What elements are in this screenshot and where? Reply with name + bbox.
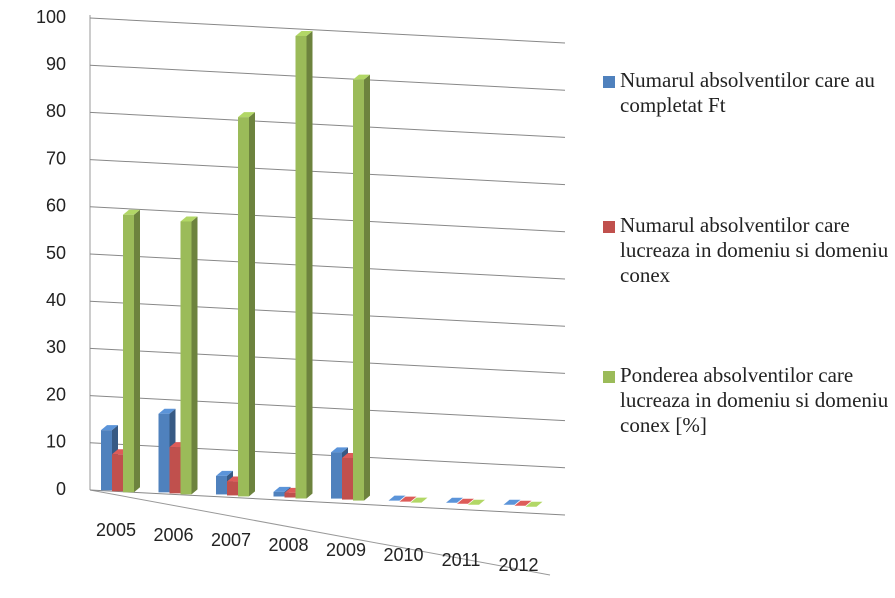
- floor-front: [89, 489, 551, 576]
- bar: [342, 457, 353, 500]
- bar-side: [134, 209, 140, 493]
- x-tick-label: 2006: [153, 525, 193, 545]
- y-tick-label: 60: [46, 196, 66, 216]
- bar-top: [514, 500, 532, 506]
- y-tick-label: 80: [46, 101, 66, 121]
- bar-top: [216, 470, 233, 476]
- bar: [180, 221, 192, 495]
- x-tick-label: 2011: [442, 550, 481, 570]
- y-tick-label: 30: [46, 337, 66, 357]
- grid-line: [89, 489, 566, 516]
- x-tick-label: 2010: [383, 545, 423, 565]
- bar-top: [410, 497, 428, 503]
- bar-side: [191, 216, 198, 495]
- bar-top: [353, 74, 370, 80]
- legend-label: Numarul absolventilor care lucreaza in d…: [620, 213, 894, 287]
- grid-line: [89, 206, 566, 233]
- grid-line: [89, 347, 566, 374]
- x-tick-label: 2012: [498, 555, 538, 575]
- bar-top: [331, 447, 348, 453]
- bar-side: [364, 74, 370, 501]
- y-tick-label: 0: [56, 479, 66, 499]
- bar-top: [525, 501, 543, 507]
- grid-line: [89, 159, 566, 186]
- bar-top: [457, 498, 474, 504]
- bar-top: [180, 216, 198, 222]
- bar: [158, 413, 170, 493]
- legend-label: Numarul absolventilor care au completat …: [620, 68, 881, 117]
- bar: [112, 454, 123, 492]
- bar-top: [503, 499, 521, 505]
- bar-top: [468, 499, 485, 505]
- x-tick-label: 2005: [96, 520, 136, 540]
- bar-top: [101, 425, 118, 431]
- bar-top: [273, 486, 291, 492]
- y-tick-label: 90: [46, 54, 66, 74]
- legend-label: Ponderea absolventilor care lucreaza in …: [620, 363, 894, 437]
- bar-top: [446, 497, 463, 503]
- bar: [227, 481, 238, 496]
- y-tick-label: 70: [46, 148, 66, 168]
- bar: [101, 430, 112, 491]
- bar-top: [238, 112, 255, 118]
- grid-line: [89, 253, 566, 280]
- bar: [331, 452, 342, 499]
- bar: [238, 117, 249, 497]
- y-tick-label: 100: [36, 7, 66, 27]
- bar-side: [306, 30, 313, 499]
- grid-line: [89, 395, 566, 422]
- y-tick-label: 10: [46, 432, 66, 452]
- x-tick-label: 2008: [268, 535, 308, 555]
- y-tick-label: 20: [46, 384, 66, 404]
- y-tick-label: 40: [46, 290, 66, 310]
- legend-swatch: [603, 371, 615, 383]
- bar-top: [388, 495, 406, 501]
- bar-top: [158, 408, 176, 414]
- bar: [216, 475, 227, 495]
- bar: [353, 79, 364, 501]
- legend-swatch: [603, 221, 615, 233]
- bar-top: [123, 209, 140, 215]
- bar: [284, 492, 296, 498]
- bar-side: [249, 112, 255, 497]
- bar-top: [295, 30, 313, 36]
- grid-line: [89, 17, 566, 44]
- x-tick-label: 2009: [326, 540, 366, 560]
- bar: [123, 214, 134, 493]
- grid-line: [89, 64, 566, 91]
- legend-swatch: [603, 76, 615, 88]
- bar: [169, 447, 181, 494]
- bar-top: [399, 496, 417, 502]
- x-tick-label: 2007: [211, 530, 251, 550]
- y-tick-label: 50: [46, 243, 66, 263]
- grid-line: [89, 300, 566, 327]
- bar: [273, 491, 285, 497]
- bar: [295, 35, 307, 499]
- grid-line: [89, 111, 566, 138]
